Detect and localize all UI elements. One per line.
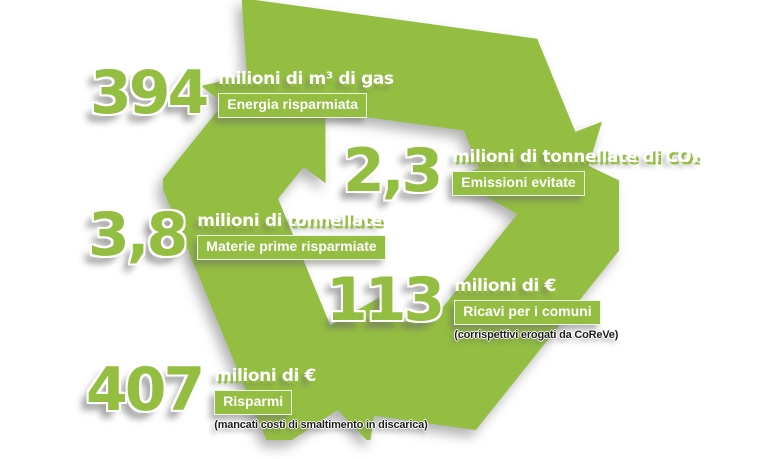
stat-value: 407 [86,355,205,425]
stat-unit: milioni di € [214,366,316,386]
stat-note: (mancati costi di smaltimento in discari… [214,418,428,431]
stat-value: 2,3 [343,136,443,206]
stat-text-column: milioni di tonnellate Materie prime risp… [197,211,386,260]
stat-note: (corrispettivi erogati da CoReVe) [454,328,619,341]
stat-text-column: milioni di € Ricavi per i comuni (corris… [454,276,618,341]
stat-text-column: milioni di € Risparmi (mancati costi di … [214,366,428,431]
stat-category-badge: Materie prime risparmiate [197,235,386,260]
stat-category-badge: Emissioni evitate [452,171,585,196]
stat-materie-prime: 3,8 milioni di tonnellate Materie prime … [88,205,386,265]
stat-unit: milioni di tonnellate [197,211,382,231]
stat-category-badge: Energia risparmiata [218,93,367,118]
stat-text-column: milioni di tonnellate di CO₂ Emissioni e… [452,147,699,196]
stat-value: 394 [90,58,209,128]
stat-unit: milioni di tonnellate di CO₂ [452,147,699,167]
stat-unit: milioni di m³ di gas [218,69,394,89]
stat-energia-risparmiata: 394 milioni di m³ di gas Energia risparm… [90,63,394,123]
stat-category-badge: Ricavi per i comuni [454,300,601,325]
stat-text-column: milioni di m³ di gas Energia risparmiata [218,69,394,118]
stat-category-badge: Risparmi [214,390,293,415]
stat-emissioni-evitate: 2,3 milioni di tonnellate di CO₂ Emissio… [343,136,699,206]
stat-unit: milioni di € [454,276,556,296]
stat-ricavi-comuni: 113 milioni di € Ricavi per i comuni (co… [326,270,618,341]
stat-value: 113 [326,265,445,335]
stat-risparmi: 407 milioni di € Risparmi (mancati costi… [86,360,428,431]
stat-value: 3,8 [88,200,188,270]
